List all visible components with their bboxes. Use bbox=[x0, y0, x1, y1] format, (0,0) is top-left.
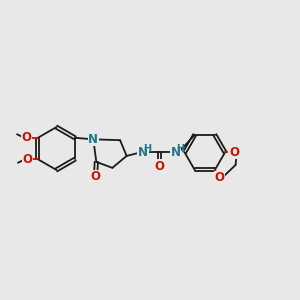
Text: O: O bbox=[91, 170, 101, 183]
Text: H: H bbox=[176, 144, 184, 154]
Text: O: O bbox=[229, 146, 239, 159]
Text: N: N bbox=[138, 146, 148, 159]
Text: H: H bbox=[143, 144, 151, 154]
Text: O: O bbox=[22, 131, 32, 144]
Text: O: O bbox=[154, 160, 164, 172]
Text: O: O bbox=[22, 153, 32, 166]
Text: N: N bbox=[88, 133, 98, 146]
Text: O: O bbox=[214, 171, 224, 184]
Text: N: N bbox=[171, 146, 181, 159]
